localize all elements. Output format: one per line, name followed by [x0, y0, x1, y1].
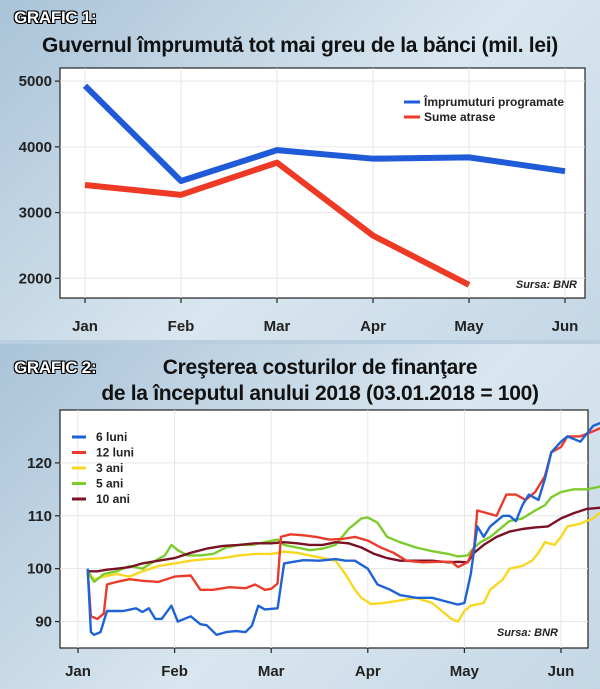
- chart1-x-tick-label: Jan: [72, 318, 98, 335]
- chart2-series-10-ani: [87, 506, 600, 573]
- chart1-x-tick-label: Mar: [264, 318, 291, 335]
- chart1-y-tick-label: 5000: [19, 73, 52, 90]
- chart2-legend-label: 3 ani: [96, 461, 123, 475]
- chart2-legend-label: 5 ani: [96, 477, 123, 491]
- chart1-y-tick-label: 4000: [19, 139, 52, 156]
- chart1-source: Sursa: BNR: [516, 279, 577, 291]
- chart1-x-tick-label: Feb: [168, 318, 195, 335]
- chart2-y-tick-label: 120: [27, 455, 52, 472]
- chart1-label: GRAFIC 1:: [14, 8, 97, 27]
- chart2-svg: Jan Feb Mar Apr May Jun 90 100 110 120 6 luni 12 lu…: [27, 409, 600, 680]
- chart2-legend-label: 12 luni: [96, 446, 134, 460]
- chart1-svg: Jan Feb Mar Apr May Jun 2000 3000 4000 5000 Împrum…: [19, 67, 586, 335]
- chart2-subtitle: de la începutul anului 2018 (03.01.2018 …: [101, 382, 539, 405]
- chart2-plot-area: [59, 409, 589, 649]
- chart2-source: Sursa: BNR: [497, 627, 558, 639]
- chart1-y-tick-label: 3000: [19, 205, 52, 222]
- chart2-x-tick-label: May: [450, 663, 480, 680]
- chart2-series-3-ani: [86, 511, 600, 623]
- chart2-series-12-luni: [86, 427, 600, 621]
- chart1-x-tick-label: May: [454, 318, 484, 335]
- chart1-y-tick-label: 2000: [19, 270, 52, 287]
- chart2-x-tick-label: Mar: [258, 663, 285, 680]
- chart1-series-imprumuturi-programate: [82, 83, 566, 185]
- chart1-series-sume-atrase: [84, 159, 471, 288]
- chart2-panel: GRAFIC 2: Creşterea costurilor de finanţ…: [0, 344, 600, 689]
- chart2-series-6-luni: [86, 422, 600, 636]
- chart1-legend-label: Sume atrase: [424, 110, 496, 124]
- chart2-y-tick-label: 110: [28, 508, 52, 525]
- chart2-y-tick-label: 100: [27, 561, 52, 578]
- chart1-x-tick-label: Apr: [360, 318, 386, 335]
- chart1-panel: GRAFIC 1: Guvernul împrumută tot mai gre…: [0, 0, 600, 340]
- chart2-y-tick-label: 90: [35, 614, 52, 631]
- chart2-series-5-ani: [86, 484, 600, 584]
- chart2-x-tick-label: Jun: [548, 663, 575, 680]
- chart2-title: Creşterea costurilor de finanţare: [162, 356, 478, 379]
- chart1-title: Guvernul împrumută tot mai greu de la bă…: [42, 34, 558, 57]
- chart2-legend-label: 10 ani: [96, 492, 130, 506]
- chart2-x-tick-label: Apr: [355, 663, 381, 680]
- chart2-legend-label: 6 luni: [96, 430, 127, 444]
- chart2-label: GRAFIC 2:: [14, 358, 97, 377]
- chart2-x-tick-label: Jan: [65, 663, 91, 680]
- chart1-legend-label: Împrumuturi programate: [423, 94, 564, 109]
- chart1-plot-area: [59, 67, 586, 299]
- chart1-x-tick-label: Jun: [552, 318, 579, 335]
- chart2-x-tick-label: Feb: [161, 663, 188, 680]
